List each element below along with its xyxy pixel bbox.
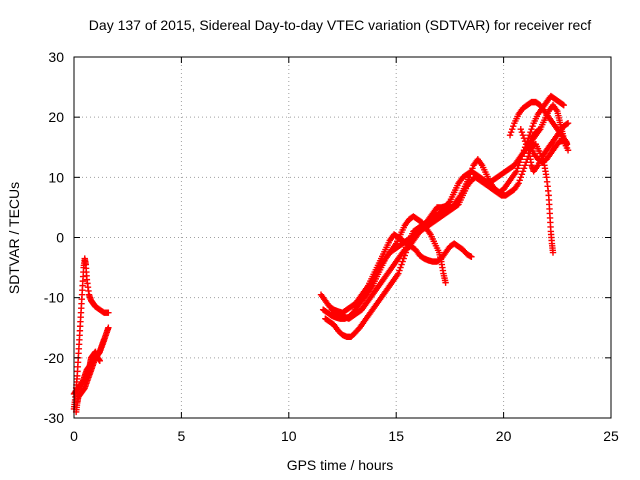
data-point: [399, 258, 406, 265]
data-point: [564, 147, 572, 154]
data-point: [519, 132, 527, 139]
data-point: [397, 264, 404, 271]
data-point: [518, 171, 526, 178]
data-point: [559, 101, 566, 108]
data-point: [517, 174, 524, 181]
y-tick-label: 10: [48, 169, 64, 185]
data-point: [515, 162, 522, 169]
x-tick-label: 10: [281, 428, 297, 444]
data-point: [549, 249, 557, 256]
data-point: [507, 129, 515, 136]
data-point: [467, 171, 474, 178]
data-point: [506, 132, 514, 139]
data-point: [396, 267, 403, 274]
data-point: [400, 255, 407, 262]
x-tick-label: 15: [388, 428, 404, 444]
data-point: [524, 144, 531, 151]
data-point: [468, 168, 475, 175]
data-point: [395, 270, 402, 277]
data-point: [516, 177, 523, 184]
data-points: [70, 92, 572, 416]
data-point: [564, 119, 572, 127]
series-track-4: [81, 348, 103, 386]
y-tick-label: 0: [56, 230, 64, 246]
data-point: [521, 138, 529, 145]
axis-ticks: 0 5 10 15 20 25 -30 -20 -10 0 10 20 30: [44, 49, 619, 444]
data-point: [105, 324, 112, 331]
chart-title: Day 137 of 2015, Sidereal Day-to-day VTE…: [89, 17, 591, 33]
data-point: [517, 156, 524, 163]
data-point: [520, 135, 528, 142]
data-point: [514, 165, 521, 172]
data-point: [563, 120, 571, 128]
data-point: [442, 279, 449, 286]
series-track-11: [517, 119, 572, 175]
data-point: [398, 261, 405, 268]
x-tick-label: 20: [496, 428, 512, 444]
x-tick-label: 25: [603, 428, 619, 444]
data-point: [526, 132, 533, 139]
x-axis-title: GPS time / hours: [287, 457, 394, 473]
data-point: [468, 253, 475, 260]
data-point: [522, 141, 530, 148]
y-tick-label: 20: [48, 109, 64, 125]
data-point: [520, 165, 528, 172]
y-tick-label: -30: [44, 410, 64, 426]
data-point: [528, 126, 535, 133]
grid: [74, 57, 611, 418]
data-point: [516, 159, 523, 166]
data-point: [469, 165, 476, 172]
data-point: [508, 126, 516, 133]
y-tick-label: 30: [48, 49, 64, 65]
data-point: [105, 309, 112, 316]
data-point: [517, 126, 524, 133]
series-track-6: [319, 213, 449, 322]
y-tick-label: -20: [44, 350, 64, 366]
data-point: [513, 168, 520, 175]
data-point: [510, 122, 517, 130]
data-point: [560, 101, 567, 109]
data-point: [96, 357, 103, 365]
data-point: [525, 147, 532, 154]
data-point: [529, 122, 536, 130]
x-tick-label: 5: [178, 428, 186, 444]
data-point: [518, 129, 526, 136]
data-point: [100, 336, 108, 343]
y-tick-label: -10: [44, 290, 64, 306]
data-point: [527, 129, 534, 136]
data-point: [519, 150, 527, 157]
series-track-9: [360, 141, 557, 301]
data-point: [518, 153, 526, 160]
data-point: [519, 168, 527, 175]
x-tick-label: 0: [70, 428, 78, 444]
data-point: [521, 162, 529, 169]
y-axis-title: SDTVAR / TECUs: [6, 182, 22, 294]
data-point: [515, 180, 522, 187]
